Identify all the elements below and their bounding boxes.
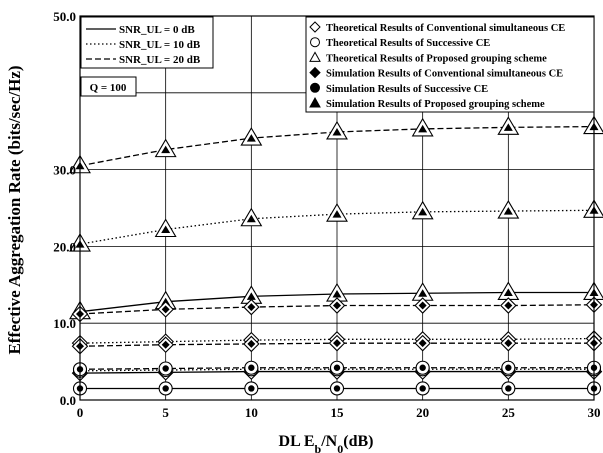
point-simulation bbox=[332, 127, 342, 136]
legend-marker-label: Theoretical Results of Successive CE bbox=[326, 38, 490, 49]
point-simulation bbox=[333, 339, 341, 348]
legend-marker-label: Simulation Results of Conventional simul… bbox=[326, 69, 563, 80]
y-tick-label: 20.0 bbox=[53, 239, 76, 254]
legend-marker-label: Theoretical Results of Proposed grouping… bbox=[326, 53, 547, 64]
point-simulation bbox=[246, 134, 256, 142]
q-annotation: Q = 100 bbox=[80, 76, 137, 97]
series bbox=[72, 360, 602, 377]
series-layer bbox=[69, 115, 603, 396]
point-simulation bbox=[503, 288, 513, 296]
x-tick-label: 20 bbox=[416, 405, 429, 420]
legend-line-label: SNR_UL = 0 dB bbox=[119, 24, 195, 36]
series bbox=[72, 381, 602, 396]
point-simulation bbox=[505, 385, 512, 392]
annotation-box bbox=[80, 76, 137, 97]
legend-marker-label: Simulation Results of Successive CE bbox=[326, 84, 488, 95]
legend-line-label: SNR_UL = 10 dB bbox=[119, 39, 201, 51]
x-tick-label: 10 bbox=[245, 405, 258, 420]
annotation-text: Q = 100 bbox=[90, 82, 127, 94]
point-simulation bbox=[248, 385, 255, 392]
point-simulation bbox=[333, 385, 341, 392]
plot-frame bbox=[79, 15, 595, 401]
legend-box bbox=[80, 16, 214, 69]
legend-line-label: SNR_UL = 20 dB bbox=[119, 54, 201, 66]
point-simulation bbox=[161, 225, 171, 234]
x-tick-label: 15 bbox=[331, 405, 345, 420]
point-simulation bbox=[246, 292, 256, 300]
point-simulation bbox=[333, 364, 341, 371]
point-simulation bbox=[504, 301, 513, 310]
point-simulation bbox=[418, 124, 428, 133]
axes: 0 5 10 15 20 25 30 0.0 10.0 20.0 30.0 50.0 bbox=[53, 9, 600, 420]
point-simulation bbox=[333, 301, 341, 310]
point-simulation bbox=[161, 305, 170, 314]
legend-marker bbox=[310, 82, 320, 93]
legend-box bbox=[305, 16, 595, 113]
point-simulation bbox=[418, 301, 427, 310]
y-axis-label: Effective Aggregation Rate (bits/sec/Hz) bbox=[5, 65, 24, 354]
point-simulation bbox=[419, 364, 426, 371]
legend-marker bbox=[309, 96, 321, 108]
point-simulation bbox=[161, 145, 171, 154]
legend-marker bbox=[309, 66, 321, 79]
point-simulation bbox=[505, 364, 512, 371]
point-simulation bbox=[162, 385, 169, 392]
x-tick-label: 30 bbox=[588, 405, 601, 420]
point-simulation bbox=[332, 290, 342, 298]
point-simulation bbox=[418, 289, 428, 297]
y-tick-label: 10.0 bbox=[53, 316, 76, 331]
point-simulation bbox=[246, 214, 256, 223]
legend-marker-label: Theoretical Results of Conventional simu… bbox=[326, 23, 565, 34]
point-simulation bbox=[161, 340, 170, 349]
y-tick-label: 50.0 bbox=[53, 9, 76, 24]
point-simulation bbox=[248, 364, 255, 371]
point-simulation bbox=[504, 339, 513, 348]
x-tick-label: 5 bbox=[162, 405, 169, 420]
x-tick-label: 0 bbox=[77, 405, 84, 420]
legend-marker bbox=[309, 51, 321, 62]
legend-marker-label: Simulation Results of Proposed grouping … bbox=[326, 99, 545, 110]
legend-marker bbox=[309, 21, 321, 33]
series bbox=[69, 115, 603, 174]
series bbox=[71, 334, 603, 355]
y-tick-label: 0.0 bbox=[60, 393, 76, 408]
point-simulation bbox=[332, 210, 342, 218]
legend-line-styles: SNR_UL = 0 dB SNR_UL = 10 dB SNR_UL = 20 d… bbox=[80, 16, 214, 69]
x-tick-label: 25 bbox=[502, 405, 516, 420]
point-simulation bbox=[503, 207, 513, 215]
legend-marker bbox=[310, 37, 320, 48]
point-simulation bbox=[247, 339, 256, 348]
series bbox=[69, 199, 603, 252]
point-simulation bbox=[162, 365, 169, 372]
y-tick-label: 30.0 bbox=[53, 163, 76, 178]
point-simulation bbox=[418, 207, 428, 216]
legend-markers: Theoretical Results of Conventional simu… bbox=[305, 16, 595, 113]
point-simulation bbox=[419, 385, 426, 392]
point-simulation bbox=[247, 303, 256, 312]
x-axis-label: DL Eb/N0(dB) bbox=[279, 433, 374, 453]
point-simulation bbox=[503, 123, 513, 131]
point-simulation bbox=[418, 339, 427, 348]
